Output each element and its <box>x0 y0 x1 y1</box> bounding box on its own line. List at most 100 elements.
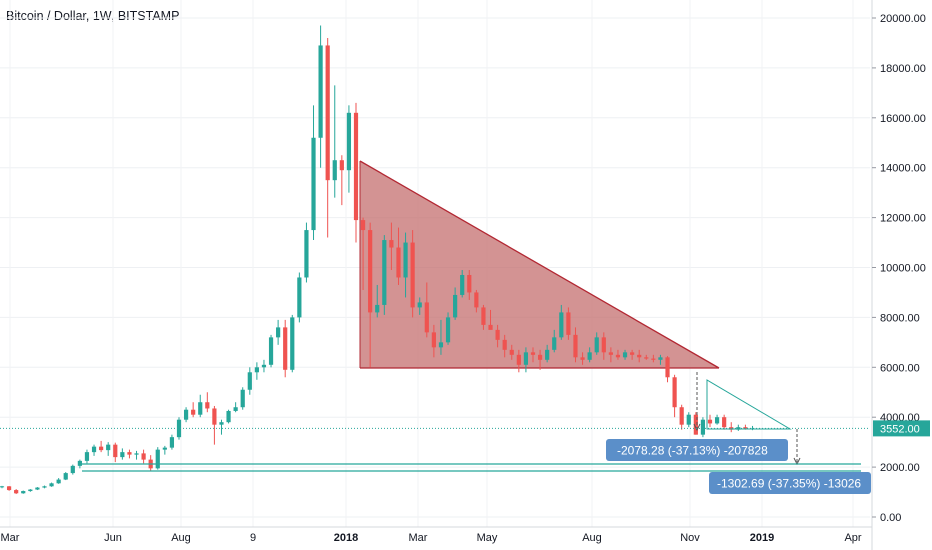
candle-body <box>460 274 465 295</box>
x-tick-label: 2018 <box>334 532 358 544</box>
candle-body <box>113 444 118 458</box>
candle-body <box>127 452 132 455</box>
candle-body <box>318 45 323 138</box>
candle-body <box>665 357 670 378</box>
candle-body <box>276 327 281 338</box>
candle-body <box>714 417 720 424</box>
candle-body <box>707 419 713 424</box>
candle-body <box>106 444 111 451</box>
candle-body <box>304 230 309 278</box>
candle-body <box>14 490 19 494</box>
candle-body <box>375 304 380 313</box>
candle-body <box>141 453 146 460</box>
candle-layer <box>0 25 755 495</box>
candle-body <box>722 417 727 428</box>
candle-body <box>183 409 189 420</box>
y-tick-label: 12000.00 <box>880 213 926 225</box>
candle-body <box>155 449 160 469</box>
candle-body <box>488 324 493 330</box>
candle-body <box>651 358 656 360</box>
x-tick-label: Mar <box>1 532 20 544</box>
candle-body <box>240 389 245 408</box>
arrow-head-1 <box>693 423 701 432</box>
candle-body <box>679 407 684 425</box>
candle-body <box>672 377 677 408</box>
candle-body <box>637 354 642 358</box>
triangle-hypotenuse <box>359 160 720 369</box>
candle-body <box>615 354 621 358</box>
last-price-badge <box>873 420 930 437</box>
candle-body <box>467 274 472 293</box>
candle-body <box>176 419 182 438</box>
candle-body <box>261 364 267 368</box>
candle-body <box>509 349 514 355</box>
candle-body <box>205 402 210 409</box>
candle-body <box>268 337 274 365</box>
candle-body <box>516 354 521 365</box>
candle-body <box>601 337 606 353</box>
candle-body <box>63 473 68 480</box>
candle-body <box>21 491 26 494</box>
candle-body <box>77 460 82 466</box>
candle-body <box>481 307 486 325</box>
candle-body <box>686 414 691 425</box>
candle-body <box>120 452 125 458</box>
x-tick-label: 2019 <box>750 532 774 544</box>
chart-title: Bitcoin / Dollar, 1W, BITSTAMP <box>6 9 180 23</box>
candle-body <box>559 312 564 338</box>
candle-body <box>566 312 571 335</box>
candle-body <box>474 292 479 308</box>
candle-body <box>552 337 557 350</box>
candle-body <box>658 357 663 360</box>
candle-body <box>396 247 401 278</box>
candle-body <box>530 352 536 355</box>
candle-body <box>56 479 61 484</box>
candle-body <box>35 487 40 490</box>
candle-body <box>368 230 373 313</box>
x-tick-label: Nov <box>680 532 700 544</box>
candle-body <box>233 407 238 411</box>
candle-body <box>70 465 75 474</box>
candle-body <box>91 446 97 453</box>
candle-body <box>417 302 422 308</box>
candle-body <box>198 402 203 415</box>
candle-body <box>389 240 394 248</box>
y-axis-bg <box>872 0 932 550</box>
y-tick-label: 18000.00 <box>880 63 926 75</box>
candle-body <box>0 486 5 488</box>
y-tick-label: 16000.00 <box>880 113 926 125</box>
candle-body <box>545 349 550 360</box>
x-tick-label: 9 <box>250 532 256 544</box>
shape-layer <box>359 160 720 369</box>
candle-body <box>644 357 649 359</box>
candle-body <box>332 160 337 181</box>
candle-body <box>290 317 295 370</box>
candle-body <box>410 242 415 308</box>
y-tick-label: 0.00 <box>880 512 901 524</box>
measure-label-2: -1302.69 (-37.35%) -13026 <box>717 477 861 491</box>
measure-label-1: -2078.28 (-37.13%) -207828 <box>617 444 768 458</box>
last-price-label: 3552.00 <box>880 423 920 435</box>
candle-body <box>42 486 47 488</box>
candle-body <box>283 327 288 370</box>
candle-body <box>445 317 451 343</box>
x-tick-label: Apr <box>844 532 861 544</box>
candle-body <box>580 357 585 360</box>
candle-body <box>438 342 444 348</box>
y-tick-label: 20000.00 <box>880 13 926 25</box>
candle-body <box>49 483 54 487</box>
small-triangle <box>706 379 792 430</box>
candle-body <box>360 220 366 231</box>
y-tick-label: 8000.00 <box>880 312 920 324</box>
measure-label-2-bg <box>709 472 871 494</box>
candle-body <box>28 489 33 492</box>
candle-body <box>382 240 387 305</box>
x-tick-label: Aug <box>171 532 191 544</box>
candle-body <box>339 160 344 171</box>
candle-body <box>191 409 196 415</box>
candle-body <box>622 352 628 358</box>
x-tick-label: Jun <box>104 532 122 544</box>
